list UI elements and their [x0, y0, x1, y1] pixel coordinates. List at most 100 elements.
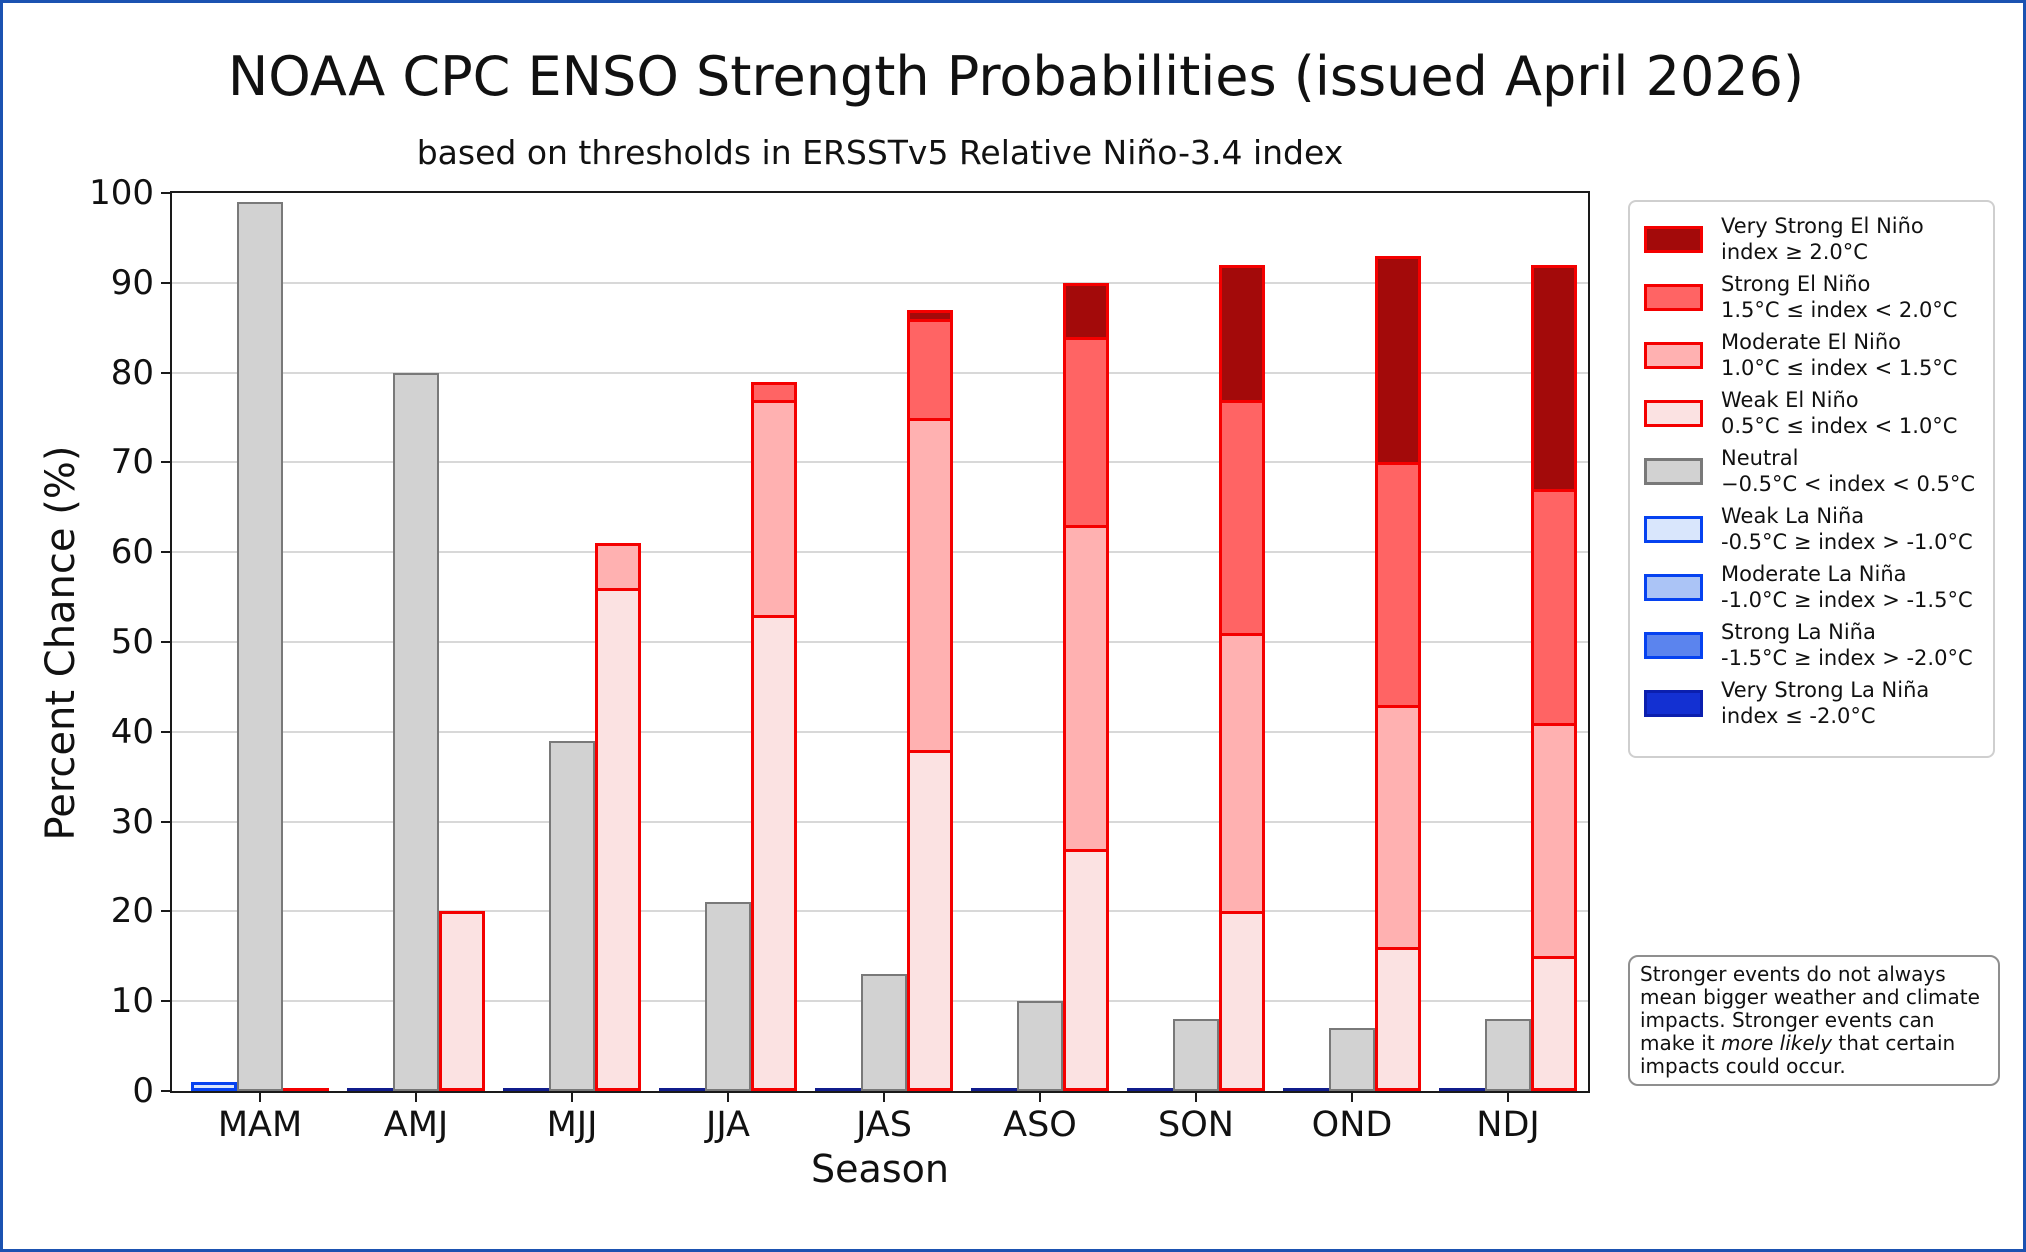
zero-bar-MJJ-la_nina [503, 1088, 549, 1091]
legend-item-very-strong-la-niña: Very Strong La Niña index ≤ -2.0°C [1644, 677, 1985, 729]
bar-segment-ASO-moderate-el-niño [1063, 525, 1109, 849]
note-text: mean bigger weather and climate [1640, 985, 1980, 1009]
legend-item-neutral: Neutral −0.5°C < index < 0.5°C [1644, 445, 1985, 497]
legend-label: Very Strong La Niña index ≤ -2.0°C [1721, 677, 1929, 729]
legend-label-name: Weak El Niño [1721, 388, 1859, 412]
legend-label: Neutral −0.5°C < index < 0.5°C [1721, 445, 1975, 497]
legend-swatch-icon [1644, 400, 1703, 427]
gridline-60 [172, 551, 1588, 554]
legend-label: Moderate La Niña -1.0°C ≥ index > -1.5°C [1721, 561, 1973, 613]
legend-label: Strong La Niña -1.5°C ≥ index > -2.0°C [1721, 619, 1973, 671]
note-text: impacts could occur. [1640, 1054, 1846, 1078]
x-tick-mark-JAS [883, 1093, 885, 1102]
note-line: Stronger events do not always [1640, 963, 1988, 986]
bar-segment-JAS-neutral [861, 974, 907, 1091]
bar-segment-SON-very-strong-el-niño [1219, 264, 1265, 400]
legend-swatch-icon [1644, 342, 1703, 369]
x-tick-label-JAS: JAS [856, 1105, 912, 1145]
legend-label-range: -1.5°C ≥ index > -2.0°C [1721, 646, 1973, 670]
legend-swatch-icon [1644, 516, 1703, 543]
x-axis-label: Season [811, 1147, 949, 1191]
legend-item-very-strong-el-niño: Very Strong El Niño index ≥ 2.0°C [1644, 213, 1985, 265]
bar-segment-NDJ-neutral [1485, 1019, 1531, 1091]
x-tick-label-OND: OND [1311, 1105, 1393, 1145]
x-tick-label-AMJ: AMJ [383, 1105, 449, 1145]
legend-label-name: Neutral [1721, 446, 1799, 470]
y-tick-mark-20 [161, 910, 170, 913]
y-tick-label-60: 60 [110, 532, 154, 573]
legend-label-range: -0.5°C ≥ index > -1.0°C [1721, 530, 1973, 554]
y-tick-mark-90 [161, 281, 170, 284]
y-tick-mark-0 [161, 1090, 170, 1092]
zero-bar-AMJ-la_nina [347, 1088, 393, 1091]
bar-segment-MJJ-weak-el-niño [595, 588, 641, 1091]
legend-label-range: 1.0°C ≤ index < 1.5°C [1721, 356, 1958, 380]
zero-bar-OND-la_nina [1283, 1088, 1329, 1091]
x-tick-label-MJJ: MJJ [546, 1105, 598, 1145]
bar-segment-OND-neutral [1329, 1028, 1375, 1091]
x-tick-mark-MJJ [571, 1093, 573, 1102]
note-box: Stronger events do not always mean bigger… [1628, 955, 2000, 1086]
legend-swatch-icon [1644, 226, 1703, 253]
note-line: mean bigger weather and climate [1640, 986, 1988, 1009]
note-line: impacts could occur. [1640, 1055, 1988, 1078]
note-line: make it more likely that certain [1640, 1032, 1988, 1055]
legend-swatch-icon [1644, 574, 1703, 601]
bar-segment-MJJ-neutral [549, 740, 595, 1091]
legend-label-name: Very Strong El Niño [1721, 214, 1924, 238]
bar-segment-JAS-weak-el-niño [907, 749, 953, 1091]
y-tick-mark-60 [161, 551, 170, 554]
legend-label-name: Very Strong La Niña [1721, 678, 1930, 702]
bar-segment-OND-weak-el-niño [1375, 947, 1421, 1091]
legend-item-weak-el-niño: Weak El Niño 0.5°C ≤ index < 1.0°C [1644, 387, 1985, 439]
bar-segment-ASO-neutral [1017, 1001, 1063, 1091]
gridline-40 [172, 730, 1588, 733]
legend-label-range: index ≥ 2.0°C [1721, 240, 1868, 264]
note-text: make it [1640, 1031, 1722, 1055]
legend-label-name: Strong La Niña [1721, 620, 1876, 644]
x-tick-label-MAM: MAM [217, 1105, 303, 1145]
note-text: impacts. Stronger events can [1640, 1008, 1935, 1032]
bar-segment-NDJ-weak-el-niño [1531, 956, 1577, 1091]
bar-segment-JJA-strong-el-niño [751, 381, 797, 400]
bar-segment-JAS-moderate-el-niño [907, 417, 953, 750]
bar-segment-SON-neutral [1173, 1019, 1219, 1091]
bar-segment-SON-strong-el-niño [1219, 399, 1265, 634]
y-tick-mark-50 [161, 641, 170, 643]
legend-swatch-icon [1644, 690, 1703, 717]
y-tick-label-20: 20 [110, 891, 154, 932]
y-tick-label-80: 80 [110, 352, 154, 393]
zero-bar-SON-la_nina [1127, 1088, 1173, 1091]
x-tick-mark-OND [1351, 1093, 1353, 1102]
note-text-italic: more likely [1721, 1031, 1833, 1055]
bar-segment-JAS-very-strong-el-niño [907, 309, 953, 319]
y-tick-mark-80 [161, 371, 170, 374]
gridline-80 [172, 371, 1588, 374]
legend-label: Weak El Niño 0.5°C ≤ index < 1.0°C [1721, 387, 1957, 439]
legend-label: Weak La Niña -0.5°C ≥ index > -1.0°C [1721, 503, 1973, 555]
bar-segment-JJA-neutral [705, 902, 751, 1091]
bar-segment-JAS-strong-el-niño [907, 318, 953, 418]
x-tick-mark-JJA [727, 1093, 729, 1102]
bar-segment-SON-moderate-el-niño [1219, 633, 1265, 912]
legend-label-range: 0.5°C ≤ index < 1.0°C [1721, 414, 1958, 438]
bar-segment-MJJ-moderate-el-niño [595, 543, 641, 589]
bar-segment-MAM-weak-la-niña [191, 1082, 237, 1091]
legend-label: Moderate El Niño 1.0°C ≤ index < 1.5°C [1721, 329, 1957, 381]
y-tick-label-40: 40 [110, 711, 154, 752]
bar-segment-AMJ-neutral [393, 372, 439, 1091]
legend-item-weak-la-niña: Weak La Niña -0.5°C ≥ index > -1.0°C [1644, 503, 1985, 555]
legend-item-strong-el-niño: Strong El Niño 1.5°C ≤ index < 2.0°C [1644, 271, 1985, 323]
note-line: impacts. Stronger events can [1640, 1009, 1988, 1032]
x-tick-label-ASO: ASO [1003, 1105, 1077, 1145]
x-tick-mark-ASO [1039, 1093, 1041, 1102]
x-tick-label-NDJ: NDJ [1476, 1105, 1540, 1145]
y-tick-mark-30 [161, 820, 170, 823]
legend-label-name: Moderate El Niño [1721, 330, 1902, 354]
bar-segment-ASO-weak-el-niño [1063, 848, 1109, 1091]
gridline-50 [172, 641, 1588, 643]
zero-bar-ASO-la_nina [971, 1088, 1017, 1091]
x-tick-mark-NDJ [1507, 1093, 1509, 1102]
legend: Very Strong El Niño index ≥ 2.0°C Strong E… [1628, 200, 1995, 758]
